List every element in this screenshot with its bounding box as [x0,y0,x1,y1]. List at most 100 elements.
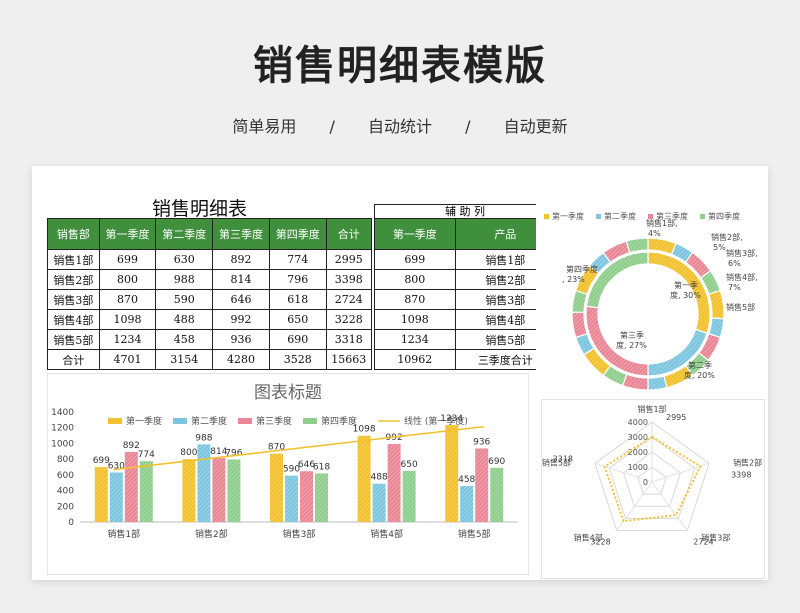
table-cell[interactable]: 3228 [325,309,373,330]
table-header-cell: 第二季度 [155,218,214,250]
table-cell[interactable]: 15663 [325,349,373,370]
radar-data-label: 3318 [553,454,573,463]
table-cell[interactable]: 3398 [325,269,373,290]
table-cell[interactable]: 3528 [268,349,327,370]
table-cell[interactable]: 3318 [325,329,373,350]
table-cell[interactable]: 796 [268,269,327,290]
table-cell[interactable]: 590 [155,289,214,310]
x-tick-label: 销售1部 [107,528,140,540]
donut-data-label: 销售5部 [726,302,755,312]
bar [372,483,386,522]
table-cell[interactable]: 3154 [155,349,214,370]
table-cell[interactable]: 销售4部 [454,309,557,330]
table-row: 销售1部 699 630 892 774 2995 [47,249,373,270]
table-cell[interactable]: 630 [155,249,214,270]
subtitle-auto-stat: 自动统计 [367,117,432,136]
bar-data-label: 630 [108,462,125,472]
table-cell[interactable]: 699 [98,249,157,270]
bar [445,425,459,522]
bar [285,475,298,522]
doughnut-chart-panel: 第一季度 第二季度 第三季度 第四季度 销售1部, 4% 销售2部, 5% 销售3部, 6% 销售4… [536,202,764,398]
table-header-cell: 合计 [325,218,373,250]
table-cell[interactable]: 690 [268,329,327,350]
table-cell[interactable]: 2995 [325,249,373,270]
table-cell[interactable]: 销售5部 [47,329,100,350]
table-title: 销售明细表 [152,198,248,220]
donut-outer-slice [571,311,588,339]
bar [182,459,196,522]
table-cell[interactable]: 1234 [374,329,456,350]
bar [212,458,226,522]
table-cell[interactable]: 646 [212,289,270,310]
y-tick-label: 1000 [51,439,74,449]
table-row: 销售3部 870 590 646 618 2724 [47,289,373,310]
table-cell[interactable]: 1098 [374,309,456,330]
chart-title: 图表标题 [254,383,322,403]
table-cell[interactable]: 774 [268,249,327,270]
table-header-cell: 第三季度 [212,218,270,250]
bar [300,471,313,522]
bar-data-label: 618 [313,462,330,472]
legend-swatch [173,418,187,424]
table-header-cell: 销售部 [47,218,100,250]
table-cell[interactable]: 销售2部 [47,269,100,290]
table-cell[interactable]: 618 [268,289,327,310]
legend-swatch [303,418,317,424]
table-cell[interactable]: 1234 [98,329,157,350]
legend-label: 第三季度 [256,415,292,427]
table-cell[interactable]: 814 [212,269,270,290]
table-cell[interactable]: 合计 [47,349,100,370]
table-cell[interactable]: 1098 [98,309,157,330]
table-cell[interactable]: 870 [98,289,157,310]
bar-data-label: 936 [473,437,490,447]
y-tick-label: 1200 [51,424,74,434]
y-tick-label: 200 [57,502,74,512]
table-cell[interactable]: 800 [98,269,157,290]
table-cell[interactable]: 650 [268,309,327,330]
donut-data-label: 度, 20% [684,370,715,380]
table-cell[interactable]: 销售4部 [47,309,100,330]
y-tick-label: 600 [57,471,74,481]
table-cell[interactable]: 988 [155,269,214,290]
table-row: 合计 4701 3154 4280 3528 15663 [47,349,373,370]
donut-data-label: 第三季 [620,330,644,340]
table-cell[interactable]: 892 [212,249,270,270]
bar [197,444,211,522]
radar-tick-label: 2000 [628,448,648,457]
table-cell[interactable]: 4280 [212,349,270,370]
bar [227,459,241,522]
table-cell[interactable]: 销售1部 [47,249,100,270]
table-row: 870 销售3部 [374,289,557,310]
table-cell[interactable]: 992 [212,309,270,330]
bar [109,472,123,522]
radar-category-label: 销售3部 [701,533,730,543]
table-cell[interactable]: 870 [374,289,456,310]
table-cell[interactable]: 2724 [325,289,373,310]
trendline [113,425,485,471]
table-cell[interactable]: 458 [155,329,214,350]
table-cell[interactable]: 699 [374,249,456,270]
radar-category-label: 销售5部 [542,457,571,467]
y-tick-label: 800 [57,455,74,465]
table-cell[interactable]: 936 [212,329,270,350]
table-cell[interactable]: 488 [155,309,214,330]
bar [475,448,489,522]
donut-data-label: 销售4部, [726,272,758,282]
table-row: 10962 三季度合计 [374,349,557,370]
table-cell[interactable]: 三季度合计 [454,349,557,370]
table-cell[interactable]: 4701 [98,349,157,370]
radar-category-label: 销售2部 [733,457,762,467]
legend-swatch [596,214,601,219]
radar-spoke [616,481,653,531]
legend-label: 第四季度 [321,415,357,427]
bar-data-label: 870 [268,443,285,453]
table-cell[interactable]: 销售3部 [47,289,100,310]
bar [315,473,328,522]
legend-label: 第一季度 [126,415,162,427]
radar-grid [622,451,682,507]
table-cell[interactable]: 800 [374,269,456,290]
bar-data-label: 488 [371,473,388,483]
radar-data-label: 3228 [590,538,610,547]
table-cell[interactable]: 10962 [374,349,456,370]
radar-grid [608,436,696,519]
